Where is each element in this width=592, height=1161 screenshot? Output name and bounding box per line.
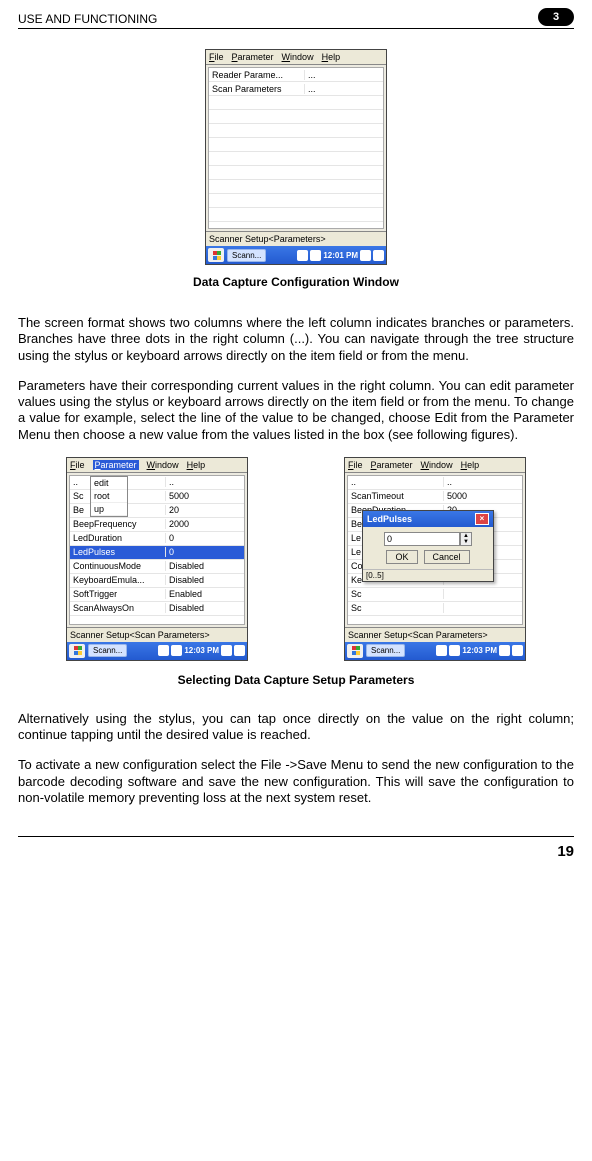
list-area[interactable]: .... Sc5000 Be20 BeepFrequency2000 LedDu… [69,475,245,625]
task-button[interactable]: Scann... [366,644,405,657]
tray-icon[interactable] [449,645,460,656]
tray-icon[interactable] [373,250,384,261]
tray-icon[interactable] [234,645,245,656]
chapter-badge: 3 [538,8,574,26]
window-config: File Parameter Window Help Reader Parame… [205,49,387,265]
menubar[interactable]: File Parameter Window Help [67,458,247,473]
menu-file[interactable]: File [348,460,363,470]
list-cell[interactable]: 5000 [166,491,244,501]
paragraph: The screen format shows two columns wher… [18,315,574,364]
list-cell[interactable]: Scan Parameters [209,84,305,94]
popup-title-text: LedPulses [367,514,412,524]
menu-parameter[interactable]: Parameter [93,460,139,470]
menu-window[interactable]: Window [421,460,453,470]
figure-caption: Data Capture Configuration Window [18,275,574,289]
menu-file[interactable]: File [209,52,224,62]
paragraph: To activate a new configuration select t… [18,757,574,806]
clock: 12:03 PM [184,646,219,655]
list-cell[interactable]: LedPulses [70,547,166,557]
tray-icon[interactable] [310,250,321,261]
tray-icon[interactable] [158,645,169,656]
list-cell[interactable]: SoftTrigger [70,589,166,599]
tray-icon[interactable] [512,645,523,656]
list-cell[interactable]: 2000 [166,519,244,529]
header-title: USE AND FUNCTIONING [18,12,157,26]
taskbar[interactable]: Scann... 12:03 PM [345,642,525,660]
list-cell[interactable]: .. [166,477,244,487]
start-icon[interactable] [347,644,363,658]
list-cell[interactable]: 0 [166,533,244,543]
menu-parameter[interactable]: Parameter [371,460,413,470]
ok-button[interactable]: OK [386,550,417,564]
value-input[interactable] [384,532,460,546]
list-cell[interactable]: KeyboardEmula... [70,575,166,585]
list-cell[interactable]: 20 [166,505,244,515]
start-icon[interactable] [208,248,224,262]
page-number: 19 [18,836,574,860]
statusbar: Scanner Setup<Scan Parameters> [67,627,247,642]
menu-item-up[interactable]: up [91,503,127,516]
tray-icon[interactable] [499,645,510,656]
window-edit-value: File Parameter Window Help .... ScanTime… [344,457,526,661]
menu-item-edit[interactable]: edit [91,477,127,490]
figure-caption: Selecting Data Capture Setup Parameters [18,673,574,687]
list-cell[interactable]: ... [305,84,383,94]
list-cell[interactable]: Disabled [166,561,244,571]
menu-window[interactable]: Window [147,460,179,470]
close-icon[interactable]: × [475,513,489,525]
dropdown-menu[interactable]: edit root up [90,476,128,517]
statusbar: Scanner Setup<Parameters> [206,231,386,246]
tray-icon[interactable] [436,645,447,656]
paragraph: Alternatively using the stylus, you can … [18,711,574,744]
list-area[interactable]: .... ScanTimeout5000 BeepDuration20 Beep… [347,475,523,625]
list-cell[interactable]: BeepFrequency [70,519,166,529]
list-cell[interactable]: Disabled [166,575,244,585]
list-cell[interactable]: Sc [348,589,444,599]
menu-window[interactable]: Window [282,52,314,62]
list-cell[interactable]: Enabled [166,589,244,599]
menu-parameter[interactable]: Parameter [232,52,274,62]
menu-item-root[interactable]: root [91,490,127,503]
list-cell[interactable]: ... [305,70,383,80]
list-cell[interactable]: ScanTimeout [348,491,444,501]
clock: 12:01 PM [323,251,358,260]
list-cell[interactable]: ScanAlwaysOn [70,603,166,613]
list-cell[interactable]: Reader Parame... [209,70,305,80]
cancel-button[interactable]: Cancel [424,550,470,564]
menu-help[interactable]: Help [461,460,480,470]
taskbar[interactable]: Scann... 12:01 PM [206,246,386,264]
window-select-param: File Parameter Window Help .... Sc5000 B… [66,457,248,661]
tray-icon[interactable] [171,645,182,656]
taskbar[interactable]: Scann... 12:03 PM [67,642,247,660]
list-cell[interactable]: .. [348,477,444,487]
tray-icon[interactable] [360,250,371,261]
tray-icon[interactable] [297,250,308,261]
menubar[interactable]: File Parameter Window Help [206,50,386,65]
list-cell[interactable]: .. [444,477,522,487]
task-button[interactable]: Scann... [88,644,127,657]
popup-ledpulses: LedPulses × ▲ ▼ OK Can [362,510,494,582]
menu-help[interactable]: Help [322,52,341,62]
range-hint: [0..5] [363,569,493,581]
task-button[interactable]: Scann... [227,249,266,262]
list-cell[interactable]: Sc [348,603,444,613]
menubar[interactable]: File Parameter Window Help [345,458,525,473]
list-cell[interactable]: Disabled [166,603,244,613]
start-icon[interactable] [69,644,85,658]
list-cell[interactable]: LedDuration [70,533,166,543]
list-cell[interactable]: 0 [166,547,244,557]
menu-help[interactable]: Help [187,460,206,470]
list-cell[interactable]: 5000 [444,491,522,501]
menu-file[interactable]: File [70,460,85,470]
list-area[interactable]: Reader Parame...... Scan Parameters... [208,67,384,229]
tray-icon[interactable] [221,645,232,656]
statusbar: Scanner Setup<Scan Parameters> [345,627,525,642]
spin-down-icon[interactable]: ▼ [461,539,471,545]
paragraph: Parameters have their corresponding curr… [18,378,574,443]
clock: 12:03 PM [462,646,497,655]
list-cell[interactable]: ContinuousMode [70,561,166,571]
